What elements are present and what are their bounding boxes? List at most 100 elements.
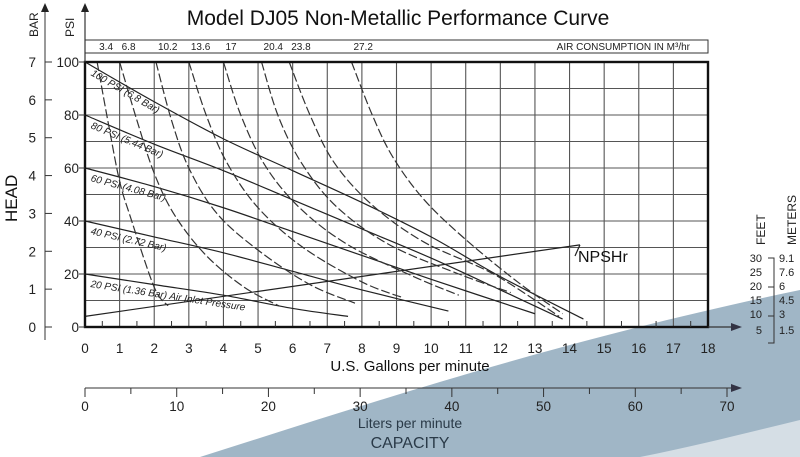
gpm-axis-arrow-icon	[731, 323, 742, 331]
feet-value: 5	[756, 325, 762, 337]
meters-value: 3	[779, 309, 785, 321]
head-label: HEAD	[2, 175, 21, 222]
chart-title: Model DJ05 Non-Metallic Performance Curv…	[187, 7, 610, 30]
air-consumption-labels: 3.4 6.8 10.2 13.6 17 20.4 23.8 27.2	[99, 42, 373, 53]
left-axes: BAR PSI HEAD	[2, 3, 89, 340]
psi-tick-label: 100	[56, 55, 79, 70]
gpm-tick-label: 13	[527, 341, 542, 356]
gpm-tick-label: 9	[393, 341, 401, 356]
gpm-tick-label: 6	[289, 341, 297, 356]
npshr-annotation: NPSHr	[578, 249, 628, 266]
lpm-ticks: 0 10 20 30 40 50 60 70	[81, 388, 735, 414]
lpm-tick-label: 30	[353, 399, 368, 414]
gpm-axis-label: U.S. Gallons per minute	[330, 358, 489, 375]
meters-label: METERS	[785, 195, 799, 245]
lpm-tick-label: 70	[719, 399, 734, 414]
psi-tick-label: 60	[64, 161, 79, 176]
curve-label: 60 PSI (4.08 Bar)	[89, 173, 166, 204]
bar-tick-label: 3	[28, 206, 36, 221]
meters-value: 7.6	[779, 267, 794, 279]
feet-label: FEET	[754, 214, 768, 245]
bar-tick-label: 1	[28, 282, 36, 297]
air-consumption-value: 3.4	[99, 42, 113, 53]
bar-tick-label: 5	[28, 131, 36, 146]
bar-tick-label: 4	[28, 169, 36, 184]
bar-tick-label: 2	[28, 244, 36, 259]
gpm-tick-label: 11	[459, 341, 473, 356]
meters-value: 9.1	[779, 253, 794, 265]
gpm-tick-label: 1	[116, 341, 124, 356]
gpm-tick-label: 3	[185, 341, 193, 356]
meters-value: 1.5	[779, 325, 794, 337]
air-consumption-value: 13.6	[191, 42, 211, 53]
gpm-tick-label: 5	[254, 341, 262, 356]
gpm-tick-label: 7	[324, 341, 332, 356]
curve-10-2-m-hr	[155, 61, 356, 304]
curve-23-8-m-hr	[288, 61, 560, 317]
psi-tick-label: 80	[64, 108, 79, 123]
psi-unit-label: PSI	[63, 18, 77, 37]
bar-tick-label: 0	[28, 320, 36, 335]
curves: 100 PSI (6.8 Bar) 80 PSI (5.44 Bar) 60 PSI…	[84, 61, 584, 320]
lpm-tick-label: 0	[81, 399, 89, 414]
gpm-tick-label: 2	[150, 341, 158, 356]
gpm-tick-label: 16	[631, 341, 646, 356]
lpm-axis-label: Liters per minute	[358, 415, 462, 431]
gpm-tick-label: 0	[81, 341, 89, 356]
psi-tick-label: 40	[64, 214, 79, 229]
lpm-tick-label: 20	[261, 399, 276, 414]
curve-20-psi-1-36-bar-air-inlet-pressure	[84, 273, 349, 317]
gpm-tick-label: 15	[597, 341, 612, 356]
air-consumption-value: 17	[225, 42, 237, 53]
background-swoosh	[200, 290, 800, 457]
meters-value: 4.5	[779, 295, 794, 307]
gpm-tick-label: 18	[700, 341, 715, 356]
lpm-tick-label: 50	[536, 399, 551, 414]
curve-27-2-m-hr	[350, 61, 563, 315]
bar-tick-label: 7	[28, 55, 36, 70]
bar-axis-arrow-icon	[41, 3, 49, 12]
capacity-label: CAPACITY	[371, 435, 450, 452]
bar-unit-label: BAR	[27, 12, 41, 37]
air-consumption-value: 20.4	[264, 42, 284, 53]
curve-3-4-m-hr	[96, 61, 169, 307]
psi-ticks: 0 20 40 60 80 100	[56, 55, 85, 335]
plot-frame	[83, 60, 710, 329]
gpm-tick-label: 8	[358, 341, 366, 356]
curve-label: 100 PSI (6.8 Bar)	[89, 68, 161, 116]
curve-npshr	[84, 244, 581, 317]
air-consumption-value: 27.2	[354, 42, 374, 53]
curve-17-m-hr	[222, 61, 460, 296]
psi-tick-label: 0	[71, 320, 79, 335]
gpm-tick-label: 4	[220, 341, 228, 356]
air-consumption-value: 10.2	[158, 42, 178, 53]
curve-13-6-m-hr	[188, 61, 404, 299]
npshr-leader-line	[574, 244, 581, 257]
lpm-axis-arrow-icon	[731, 384, 742, 392]
feet-value: 10	[750, 309, 762, 321]
air-consumption-title: AIR CONSUMPTION IN M³/hr	[557, 42, 691, 53]
gpm-tick-label: 12	[493, 341, 508, 356]
air-consumption-value: 6.8	[122, 42, 136, 53]
meters-value: 6	[779, 281, 785, 293]
curve-40-psi-2-72-bar	[84, 220, 449, 312]
curve-20-4-m-hr	[260, 61, 511, 294]
curve-60-psi-4-08-bar	[84, 167, 536, 315]
air-consumption-value: 23.8	[291, 42, 311, 53]
psi-tick-label: 20	[64, 267, 79, 282]
gpm-tick-label: 17	[666, 341, 681, 356]
npsh-scale: FEET METERS 30 25 20 15 10 5 9.1 7.6 6 4.5 3 1.5	[750, 195, 799, 344]
gpm-ticks: 0 1 2 3 4 5 6 7 8 9 10 11 12 13 14 15 16 17 18	[81, 321, 716, 356]
lpm-tick-label: 40	[444, 399, 459, 414]
curve-100-psi-6-8-bar	[84, 61, 584, 320]
curve-label: 80 PSI (5.44 Bar)	[89, 121, 164, 161]
bar-ticks: 0 1 2 3 4 5 6 7	[28, 55, 52, 335]
lpm-tick-label: 60	[628, 399, 643, 414]
curve-6-8-m-hr	[119, 61, 280, 307]
feet-value: 30	[750, 253, 762, 265]
lpm-tick-label: 10	[169, 399, 184, 414]
feet-value: 25	[750, 267, 762, 279]
grid	[84, 61, 709, 328]
feet-value: 15	[750, 295, 762, 307]
